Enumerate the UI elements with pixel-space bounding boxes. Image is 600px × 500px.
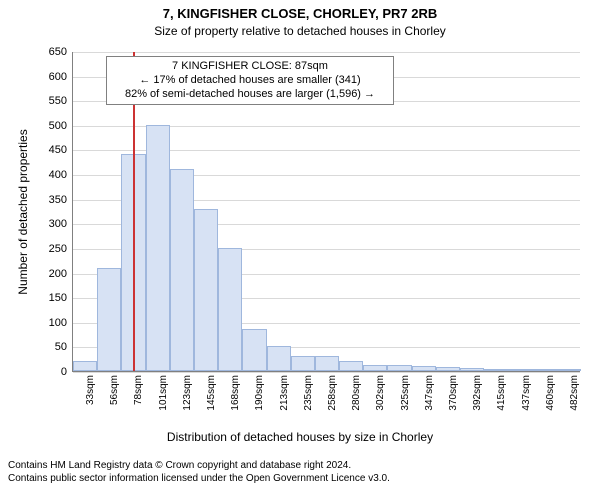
- histogram-bar: [387, 365, 411, 371]
- y-tick-label: 100: [49, 317, 67, 329]
- histogram-bar: [508, 369, 532, 371]
- annotation-line: 7 KINGFISHER CLOSE: 87sqm: [113, 60, 387, 74]
- x-tick-label: 370sqm: [448, 375, 459, 411]
- y-tick-label: 450: [49, 144, 67, 156]
- y-tick-label: 300: [49, 218, 67, 230]
- x-tick-label: 280sqm: [351, 375, 362, 411]
- histogram-bar: [412, 366, 436, 371]
- histogram-bar: [436, 367, 460, 371]
- y-tick-label: 550: [49, 95, 67, 107]
- x-tick-label: 78sqm: [133, 375, 144, 405]
- x-axis-label: Distribution of detached houses by size …: [0, 430, 600, 444]
- histogram-bar: [484, 369, 508, 371]
- x-tick-label: 347sqm: [424, 375, 435, 411]
- gridline: [73, 52, 580, 53]
- x-tick-label: 302sqm: [375, 375, 386, 411]
- histogram-bar: [291, 356, 315, 371]
- annotation-line: 82% of semi-detached houses are larger (…: [113, 88, 387, 102]
- x-tick-label: 56sqm: [109, 375, 120, 405]
- x-tick-label: 33sqm: [85, 375, 96, 405]
- x-tick-label: 392sqm: [472, 375, 483, 411]
- x-tick-label: 145sqm: [206, 375, 217, 411]
- histogram-bar: [460, 368, 484, 371]
- histogram-bar: [218, 248, 242, 371]
- x-tick-label: 415sqm: [496, 375, 507, 411]
- histogram-bar: [315, 356, 339, 371]
- histogram-bar: [73, 361, 97, 371]
- histogram-bar: [533, 369, 557, 371]
- attribution-line: Contains HM Land Registry data © Crown c…: [8, 460, 390, 473]
- x-tick-label: 123sqm: [182, 375, 193, 411]
- histogram-bar: [339, 361, 363, 371]
- histogram-bar: [170, 169, 194, 371]
- histogram-bar: [267, 346, 291, 371]
- x-tick-label: 190sqm: [254, 375, 265, 411]
- x-tick-label: 101sqm: [158, 375, 169, 411]
- x-tick-label: 168sqm: [230, 375, 241, 411]
- annotation-line: ← 17% of detached houses are smaller (34…: [113, 74, 387, 88]
- y-tick-label: 0: [61, 366, 67, 378]
- x-tick-label: 325sqm: [400, 375, 411, 411]
- histogram-bar: [242, 329, 266, 371]
- attribution-text: Contains HM Land Registry data © Crown c…: [8, 460, 390, 485]
- attribution-line: Contains public sector information licen…: [8, 473, 390, 486]
- histogram-bar: [97, 268, 121, 371]
- x-tick-label: 258sqm: [327, 375, 338, 411]
- chart-container: { "title": { "line1": "7, KINGFISHER CLO…: [0, 0, 600, 500]
- histogram-bar: [194, 209, 218, 371]
- x-tick-label: 213sqm: [279, 375, 290, 411]
- y-tick-label: 350: [49, 194, 67, 206]
- histogram-bar: [363, 365, 387, 371]
- y-tick-label: 600: [49, 71, 67, 83]
- y-tick-label: 400: [49, 169, 67, 181]
- histogram-bar: [557, 369, 581, 371]
- y-tick-label: 650: [49, 46, 67, 58]
- y-tick-label: 200: [49, 268, 67, 280]
- x-tick-label: 482sqm: [569, 375, 580, 411]
- y-tick-label: 150: [49, 292, 67, 304]
- x-tick-label: 460sqm: [545, 375, 556, 411]
- y-axis-label: Number of detached properties: [16, 52, 30, 372]
- gridline: [73, 372, 580, 373]
- y-tick-label: 250: [49, 243, 67, 255]
- chart-title: 7, KINGFISHER CLOSE, CHORLEY, PR7 2RB: [0, 6, 600, 21]
- y-tick-label: 50: [55, 341, 67, 353]
- histogram-bar: [146, 125, 170, 371]
- annotation-box: 7 KINGFISHER CLOSE: 87sqm← 17% of detach…: [106, 56, 394, 105]
- x-tick-label: 235sqm: [303, 375, 314, 411]
- chart-subtitle: Size of property relative to detached ho…: [0, 24, 600, 38]
- x-tick-label: 437sqm: [521, 375, 532, 411]
- y-tick-label: 500: [49, 120, 67, 132]
